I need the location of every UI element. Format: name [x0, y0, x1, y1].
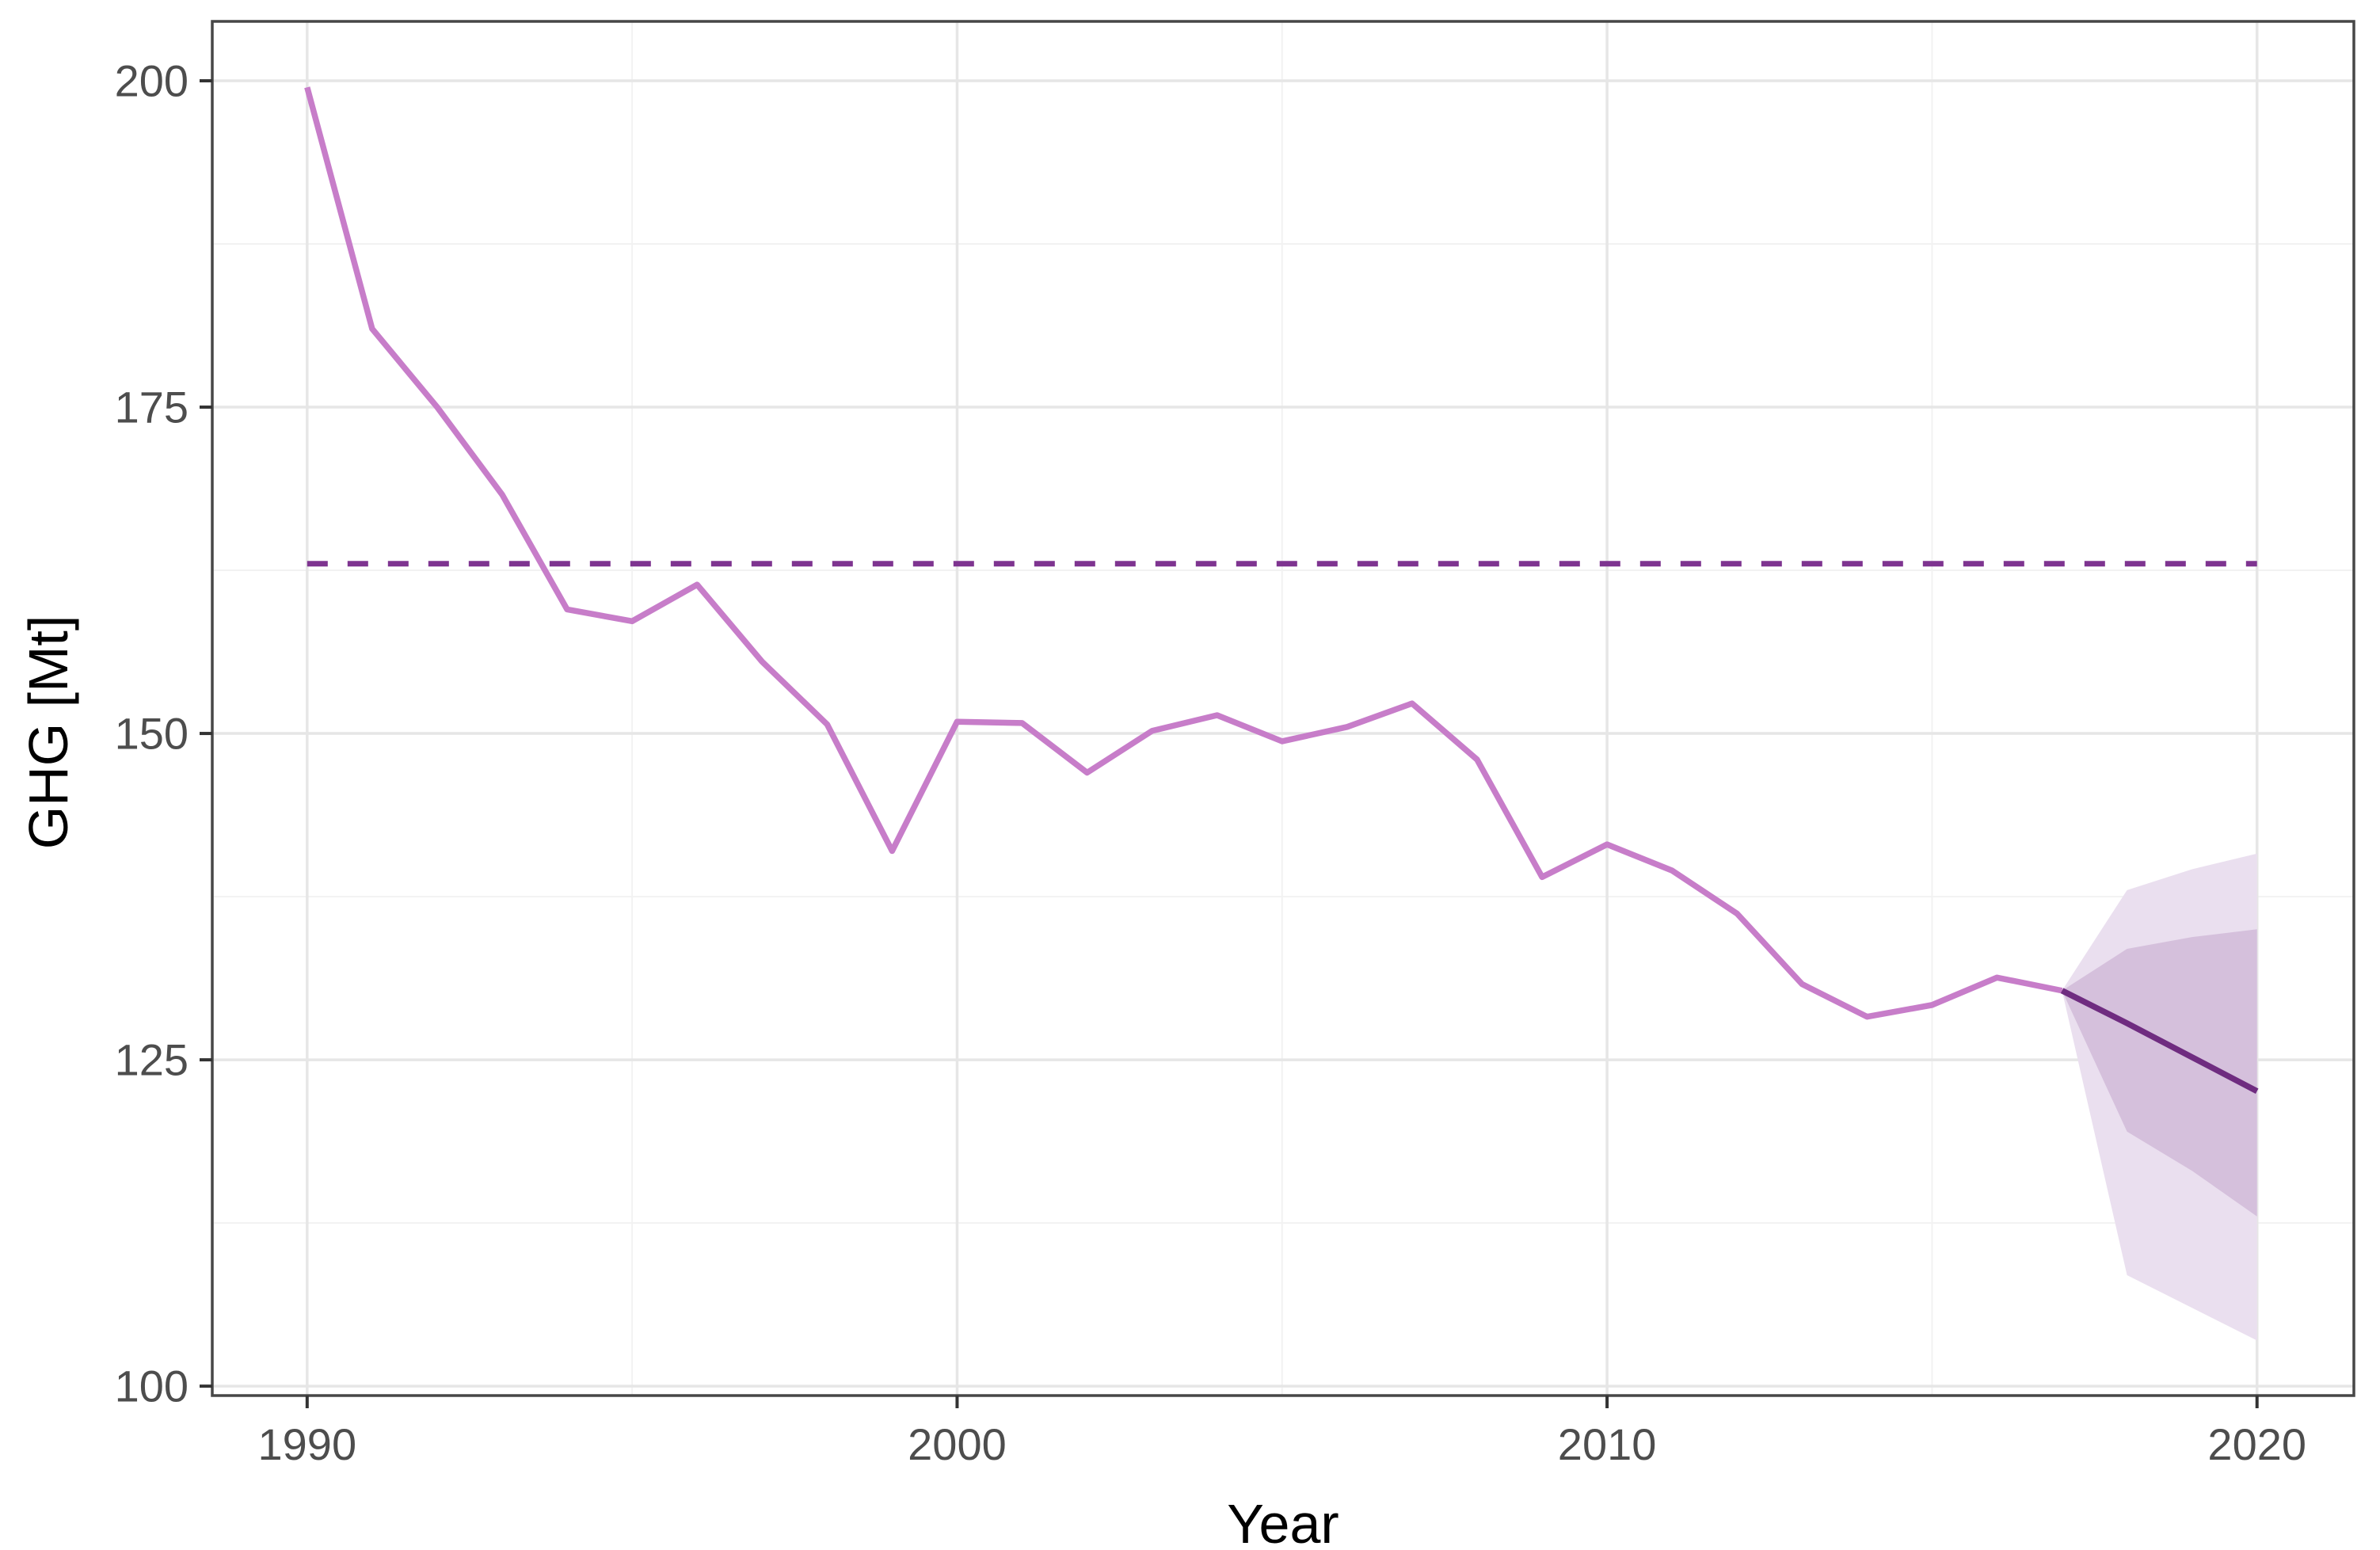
- confidence-bands: [2062, 853, 2257, 1341]
- panel-border-layer: [211, 20, 2355, 1397]
- gridlines-major: [212, 21, 2354, 1396]
- x-tick-label: 2010: [1558, 1419, 1657, 1469]
- x-tick-label: 1990: [258, 1419, 357, 1469]
- x-axis-title: Year: [1227, 1493, 1339, 1550]
- x-tick-label: 2000: [908, 1419, 1007, 1469]
- confidence-band-inner: [2062, 929, 2257, 1217]
- y-tick-label: 175: [115, 383, 188, 432]
- data-lines: [304, 86, 2259, 1094]
- forecast-emissions-line: [2060, 988, 2259, 1094]
- x-tick-label: 2020: [2207, 1419, 2306, 1469]
- historical-emissions-line: [304, 86, 2063, 1020]
- y-tick-label: 100: [115, 1361, 188, 1411]
- y-tick-label: 125: [115, 1035, 188, 1085]
- y-tick-label: 150: [115, 709, 188, 759]
- axis-tick-labels: 100 125 150 175 200 1990 2000 2010 2020: [115, 56, 2306, 1469]
- panel-border: [211, 20, 2355, 1397]
- gridlines-minor: [212, 21, 2354, 1396]
- axis-ticks: [200, 78, 2259, 1408]
- y-axis-title: GHG [Mt]: [17, 615, 79, 850]
- y-tick-label: 200: [115, 56, 188, 106]
